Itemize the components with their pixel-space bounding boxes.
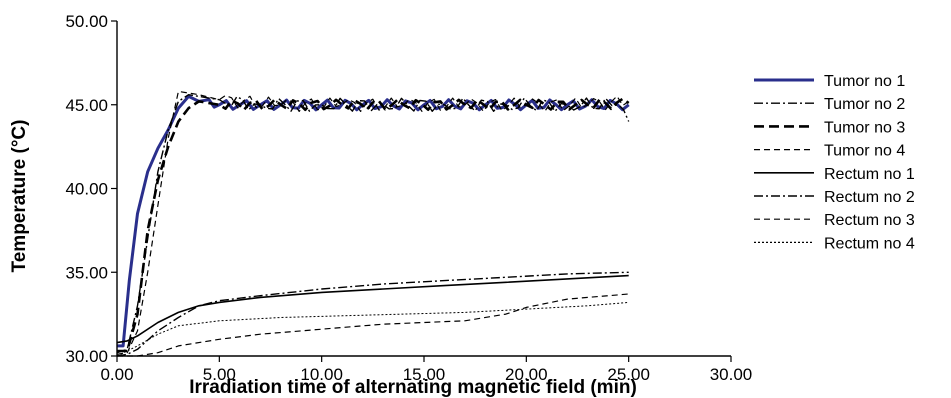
legend-label: Tumor no 1	[824, 73, 905, 90]
legend-label: Tumor no 4	[824, 143, 905, 160]
y-tick-label: 35.00	[65, 263, 108, 282]
x-tick-label: 15.00	[403, 365, 446, 384]
series-line-tumor-no-2	[116, 94, 630, 354]
x-tick-label: 10.00	[300, 365, 343, 384]
x-tick-label: 0.00	[100, 365, 133, 384]
axes: 0.00 5.00 10.00 15.00 20.00 25.00 30.00 30.00 35…	[65, 12, 752, 384]
legend-label: Tumor no 3	[824, 119, 905, 136]
y-axis-title: Temperature (°C)	[9, 120, 30, 273]
series-line-tumor-no-1	[117, 94, 630, 348]
legend-label: Rectum no 1	[824, 166, 915, 183]
y-tick-label: 45.00	[65, 96, 108, 115]
y-tick-label: 30.00	[65, 347, 108, 366]
x-tick-label: 20.00	[505, 365, 548, 384]
plot-area	[116, 90, 630, 357]
series-line-rectum-no-4	[116, 301, 629, 357]
legend-label: Tumor no 2	[824, 96, 905, 113]
series-line-tumor-no-4	[116, 90, 630, 355]
series-line-tumor-no-3	[117, 97, 630, 353]
series-line-rectum-no-3	[117, 293, 629, 357]
legend: Tumor no 1 Tumor no 2 Tumor no 3 Tumor no 4…	[754, 73, 915, 252]
legend-label: Rectum no 3	[824, 212, 915, 229]
y-tick-label: 40.00	[65, 180, 108, 199]
series-line-rectum-no-1	[116, 274, 629, 344]
x-tick-label: 5.00	[203, 365, 236, 384]
legend-label: Rectum no 2	[824, 189, 915, 206]
x-axis-title: Irradiation time of alternating magnetic…	[189, 377, 637, 398]
y-tick-label: 50.00	[65, 12, 108, 31]
series-line-rectum-no-2	[116, 271, 629, 357]
x-tick-label: 30.00	[710, 365, 753, 384]
x-tick-label: 25.00	[607, 365, 650, 384]
legend-label: Rectum no 4	[824, 235, 915, 252]
